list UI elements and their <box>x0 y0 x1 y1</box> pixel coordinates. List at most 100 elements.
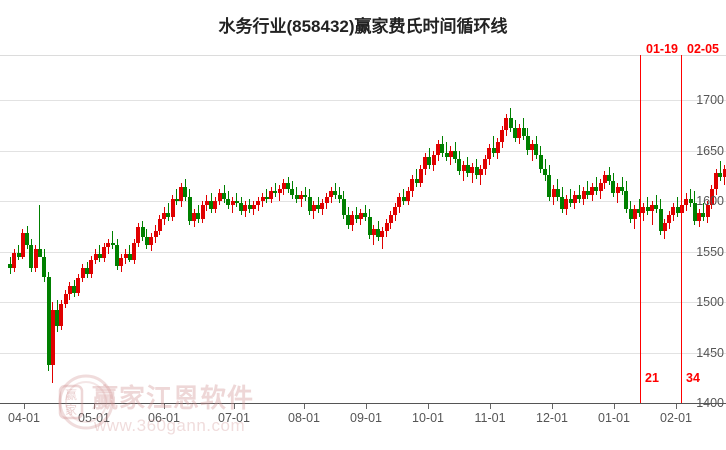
fib-date-label: 01-19 <box>646 42 678 56</box>
x-axis-label: 11-01 <box>474 411 506 425</box>
candle-wick <box>719 160 721 181</box>
candle-body <box>662 223 667 232</box>
candle-body <box>16 252 21 257</box>
x-axis-tick <box>304 404 305 409</box>
candle-body <box>115 245 119 266</box>
candle-body <box>406 190 411 201</box>
candle-body <box>127 253 132 260</box>
candle-body <box>491 148 496 153</box>
candle-body <box>483 158 488 169</box>
candle-body <box>376 229 381 238</box>
candle-body <box>594 186 599 191</box>
candle-body <box>513 128 518 139</box>
candle-wick <box>39 205 41 254</box>
x-axis-tick <box>24 404 25 409</box>
candle-body <box>140 227 145 238</box>
candle-body <box>200 205 205 220</box>
candle-body <box>89 259 94 274</box>
x-axis-tick <box>234 404 235 409</box>
candle-wick <box>587 180 589 199</box>
candle-body <box>170 198 175 218</box>
candle-body <box>572 194 577 204</box>
candle-wick <box>621 176 623 195</box>
candle-body <box>350 215 355 226</box>
candle-wick <box>690 188 692 208</box>
candle-body <box>316 205 321 210</box>
candle-wick <box>570 188 572 208</box>
candle-body <box>688 198 693 203</box>
candle-body <box>611 180 616 193</box>
y-axis-label: 1500 <box>696 295 724 309</box>
candle-body <box>470 166 475 173</box>
candle-body <box>654 205 659 210</box>
candle-body <box>585 190 590 195</box>
candle-body <box>76 277 81 293</box>
candle-body <box>465 164 470 173</box>
candle-body <box>641 207 646 214</box>
candle-body <box>658 209 663 232</box>
candle-body <box>504 118 509 131</box>
candle-wick <box>266 188 268 203</box>
x-axis-tick <box>428 404 429 409</box>
fib-number-label: 34 <box>686 371 700 385</box>
candle-wick <box>167 203 169 222</box>
candle-wick <box>655 194 657 214</box>
candle-body <box>551 188 556 197</box>
candle-body <box>367 217 372 236</box>
candle-body <box>59 304 64 327</box>
candle-body <box>436 144 440 155</box>
candle-body <box>457 158 462 171</box>
candle-body <box>709 188 714 206</box>
candle-body <box>273 190 278 193</box>
candle-wick <box>578 184 580 203</box>
candle-body <box>264 196 269 199</box>
candle-body <box>8 263 12 268</box>
candle-body <box>384 223 389 232</box>
x-axis-label: 02-01 <box>660 411 692 425</box>
candle-body <box>119 257 124 266</box>
candle-body <box>230 201 235 206</box>
candle-body <box>132 243 137 260</box>
candle-body <box>153 231 158 238</box>
candle-body <box>401 196 406 201</box>
candle-body <box>388 215 393 224</box>
candle-wick <box>236 192 238 208</box>
candle-body <box>393 207 398 216</box>
candle-wick <box>446 142 448 161</box>
candle-body <box>80 267 85 278</box>
candle-body <box>277 188 282 193</box>
candle-body <box>461 164 466 171</box>
candle-body <box>333 190 338 195</box>
candle-body <box>166 213 171 218</box>
candle-body <box>320 203 325 210</box>
candle-body <box>414 178 419 183</box>
candle-wick <box>381 227 383 250</box>
candle-body <box>311 205 316 212</box>
candle-body <box>174 198 179 201</box>
candle-body <box>555 188 560 197</box>
candle-body <box>358 213 363 220</box>
candle-wick <box>373 225 375 246</box>
gridline <box>0 251 726 253</box>
candle-body <box>63 293 68 304</box>
candle-body <box>371 229 376 236</box>
candle-body <box>508 118 513 129</box>
candle-body <box>418 168 423 183</box>
candle-body <box>560 196 565 210</box>
candle-body <box>85 267 90 274</box>
candle-body <box>106 243 111 248</box>
fib-cycle-line <box>640 55 641 403</box>
candle-body <box>581 190 586 199</box>
candle-body <box>29 245 34 268</box>
candle-body <box>543 168 547 175</box>
candle-body <box>705 205 710 218</box>
candle-wick <box>279 184 281 201</box>
candle-body <box>204 201 209 206</box>
candle-body <box>517 128 522 139</box>
plot-top-border <box>0 55 726 56</box>
candle-body <box>431 154 436 165</box>
candle-body <box>162 213 167 220</box>
x-axis-label: 12-01 <box>536 411 568 425</box>
candle-body <box>110 243 115 246</box>
gridline <box>0 100 726 101</box>
